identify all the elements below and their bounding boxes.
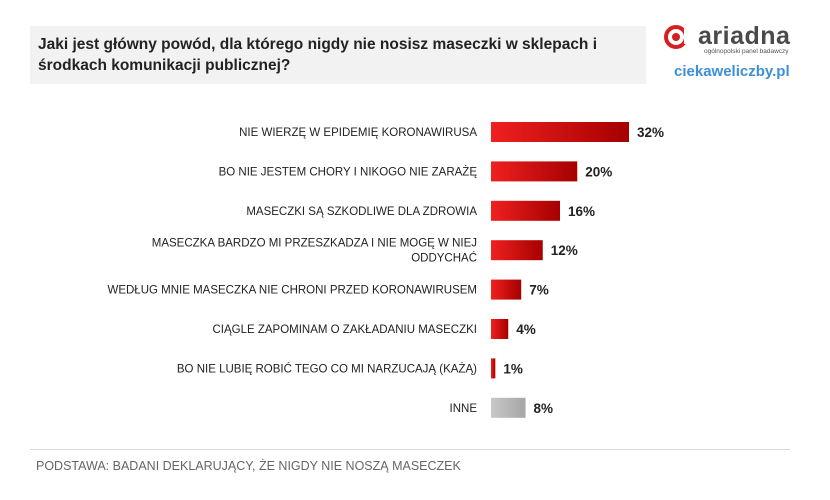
survey-question: Jaki jest główny powód, dla którego nigd…	[38, 36, 598, 74]
footer-divider	[30, 449, 790, 450]
question-header-box	[30, 26, 646, 84]
brand-site-link[interactable]: ciekaweliczby.pl	[674, 63, 790, 80]
category-label: MASECZKA BARDZO MI PRZESZKADZA I NIE MOG…	[152, 238, 477, 265]
category-label: CIĄGLE ZAPOMINAM O ZAKŁADANIU MASECZKI	[212, 324, 477, 336]
brand-block: ariadna ogólnopolski panel badawczy ciek…	[662, 22, 802, 88]
brand-tagline: ogólnopolski panel badawczy	[704, 48, 789, 55]
category-label: BO NIE LUBIĘ ROBIĆ TEGO CO MI NARZUCAJĄ …	[177, 362, 477, 375]
category-label: NIE WIERZĘ W EPIDEMIĘ KORONAWIRUSA	[239, 127, 477, 139]
category-label: WEDŁUG MNIE MASECZKA NIE CHRONI PRZED KO…	[107, 285, 477, 297]
bar	[491, 319, 509, 339]
bar	[491, 122, 629, 142]
bar	[491, 200, 560, 221]
footer-base-note: PODSTAWA: BADANI DEKLARUJĄCY, ŻE NIGDY N…	[36, 459, 461, 473]
value-label: 16%	[568, 204, 595, 219]
value-label: 7%	[529, 283, 549, 298]
bar	[491, 161, 578, 182]
value-label: 8%	[534, 401, 554, 416]
category-label: INNE	[450, 403, 478, 415]
ariadna-logo-icon	[664, 25, 688, 49]
value-label: 20%	[585, 164, 612, 179]
bar	[491, 279, 522, 300]
brand-name: ariadna	[698, 22, 791, 50]
category-label: BO NIE JESTEM CHORY I NIKOGO NIE ZARAŻĘ	[219, 165, 478, 178]
value-label: 12%	[551, 243, 578, 258]
value-label: 1%	[503, 361, 523, 376]
category-label: MASECZKI SĄ SZKODLIWE DLA ZDROWIA	[246, 206, 477, 218]
bar	[491, 358, 496, 379]
bar	[491, 397, 526, 418]
chart-marks: NIE WIERZĘ W EPIDEMIĘ KORONAWIRUSA 32% BO …	[107, 122, 664, 418]
value-label: 32%	[637, 125, 664, 140]
value-label: 4%	[516, 322, 536, 337]
bar	[491, 240, 543, 261]
brand-logo-row: ariadna	[662, 22, 802, 50]
